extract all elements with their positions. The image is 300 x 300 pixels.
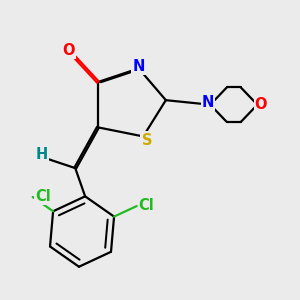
- Text: H: H: [35, 147, 47, 162]
- Text: N: N: [202, 95, 214, 110]
- Text: Cl: Cl: [139, 198, 154, 213]
- Text: O: O: [255, 97, 267, 112]
- Text: Cl: Cl: [35, 189, 50, 204]
- Text: N: N: [133, 59, 145, 74]
- Text: S: S: [142, 133, 152, 148]
- Text: O: O: [62, 43, 75, 58]
